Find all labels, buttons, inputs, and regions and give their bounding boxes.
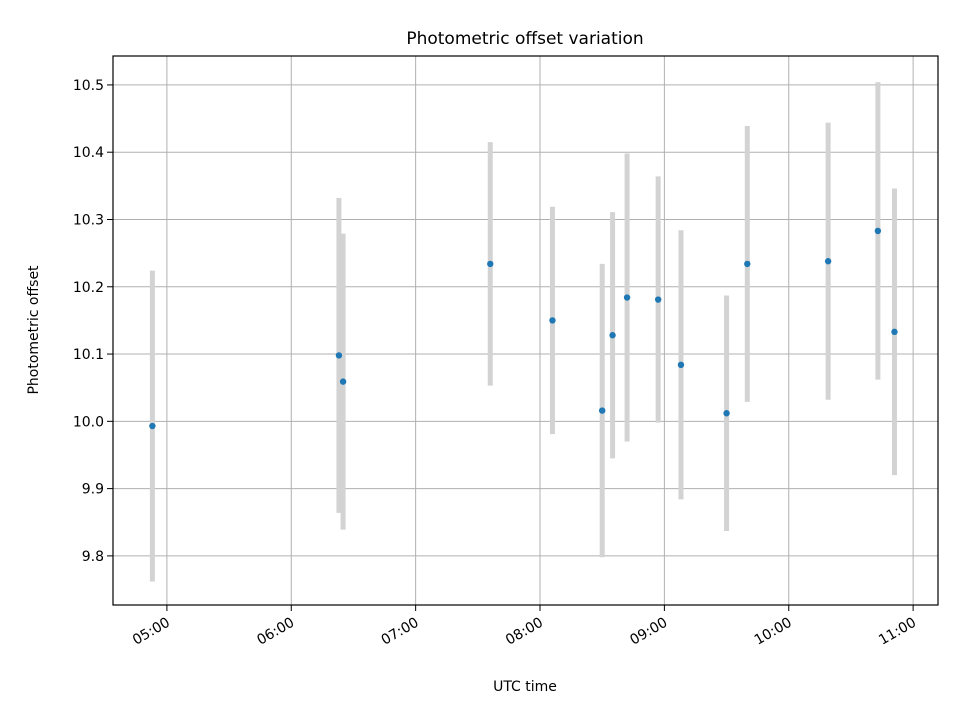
y-tick-label: 10.0 — [73, 414, 104, 430]
data-point — [874, 227, 882, 235]
y-axis: 9.8 9.9 10.0 10.1 10.2 10.3 10.4 10.5 — [73, 78, 113, 565]
grid — [113, 56, 938, 605]
y-tick-label: 10.3 — [73, 212, 104, 228]
data-point — [549, 317, 556, 324]
data-point — [891, 328, 898, 336]
data-point — [723, 410, 730, 417]
plot-frame — [112, 55, 939, 606]
y-tick-label: 9.9 — [82, 482, 104, 498]
data-point — [598, 407, 606, 414]
y-tick-label: 10.1 — [73, 347, 104, 363]
data-point — [677, 361, 685, 369]
x-axis-label: UTC time — [493, 679, 557, 695]
data-point — [149, 422, 156, 430]
data-point — [654, 296, 662, 303]
data-point — [339, 378, 347, 385]
y-tick-label: 10.5 — [73, 78, 104, 94]
data-points — [149, 227, 898, 430]
y-axis-label: Photometric offset — [26, 265, 42, 395]
data-point — [744, 260, 751, 268]
data-point — [335, 352, 343, 359]
data-point — [609, 332, 616, 339]
data-point — [487, 260, 494, 268]
chart-title: Photometric offset variation — [406, 29, 643, 49]
data-point — [623, 294, 631, 301]
y-tick-label: 10.4 — [73, 145, 104, 161]
y-tick-label: 9.8 — [82, 549, 104, 565]
y-tick-label: 10.2 — [73, 280, 104, 296]
data-point — [824, 258, 832, 265]
